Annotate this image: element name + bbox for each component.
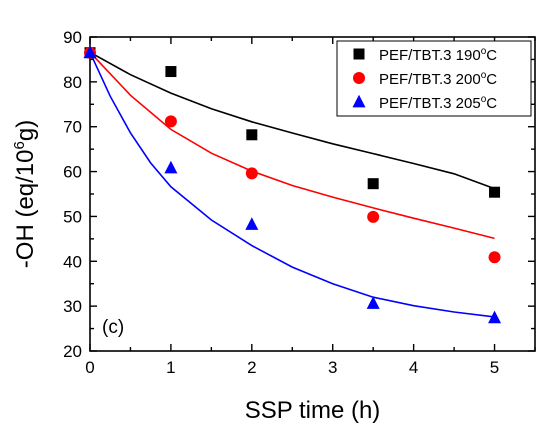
legend-label-190-end: C — [486, 47, 497, 64]
data-point-square — [367, 178, 379, 190]
data-point-triangle — [245, 217, 259, 230]
y-tick-label: 30 — [63, 297, 82, 316]
y-axis-label: -OH (eq/106g) — [11, 120, 39, 268]
legend-label-205-end: C — [486, 95, 497, 112]
data-point-circle — [245, 167, 258, 180]
legend-label-200-sup: o — [481, 70, 487, 81]
y-tick-label: 70 — [63, 118, 82, 137]
data-point-triangle — [366, 296, 380, 309]
x-tick-label: 2 — [247, 358, 256, 377]
data-point-triangle — [164, 160, 178, 174]
data-points — [83, 45, 502, 324]
legend-marker-square — [353, 48, 365, 60]
legend-label-205-main: PEF/TBT.3 205 — [379, 95, 481, 112]
legend-item-200: PEF/TBT.3 200oC — [353, 70, 497, 88]
y-axis-label-end: g) — [12, 120, 39, 141]
x-tick-label: 4 — [409, 358, 418, 377]
fit-curves — [89, 51, 495, 318]
fit-line-circle — [89, 51, 495, 240]
legend-label-205-sup: o — [481, 94, 487, 105]
data-point-circle — [164, 115, 177, 128]
x-tick-label: 3 — [328, 358, 337, 377]
legend-label-205: PEF/TBT.3 205oC — [379, 94, 497, 112]
x-tick-label: 5 — [490, 358, 499, 377]
fit-line-triangle — [89, 51, 495, 318]
y-tick-label: 40 — [63, 252, 82, 271]
y-tick-label: 50 — [63, 207, 82, 226]
y-axis-label-main: -OH (eq/10 — [12, 149, 39, 268]
plot-area: 0 1 2 3 4 5 20 30 40 50 60 70 80 90 — [63, 28, 536, 377]
legend-label-200: PEF/TBT.3 200oC — [379, 70, 497, 88]
data-point-triangle — [83, 45, 97, 59]
legend-marker-triangle — [352, 94, 366, 108]
legend-item-190: PEF/TBT.3 190oC — [353, 46, 497, 64]
data-point-circle — [367, 210, 380, 223]
legend-marker-circle — [353, 72, 365, 84]
legend-item-205: PEF/TBT.3 205oC — [352, 94, 497, 112]
legend-box — [336, 40, 532, 117]
legend: PEF/TBT.3 190oC PEF/TBT.3 200oC PEF/TBT.… — [336, 40, 532, 117]
x-axis-label: SSP time (h) — [245, 397, 381, 424]
legend-symbol-square — [353, 48, 365, 60]
y-tick-label: 80 — [63, 73, 82, 92]
axis-ticks: 0 1 2 3 4 5 20 30 40 50 60 70 80 90 — [63, 28, 536, 377]
data-point-square — [489, 186, 501, 198]
data-point-square — [246, 129, 258, 141]
legend-label-200-main: PEF/TBT.3 200 — [379, 71, 481, 88]
fit-line-square — [89, 51, 495, 190]
legend-label-200-end: C — [486, 71, 497, 88]
legend-label-190-sup: o — [481, 46, 487, 57]
x-tick-label: 0 — [85, 358, 94, 377]
data-point-circle — [488, 251, 501, 264]
y-tick-label: 60 — [63, 163, 82, 182]
legend-symbol-triangle — [352, 94, 366, 108]
legend-label-190: PEF/TBT.3 190oC — [379, 46, 497, 64]
data-point-square — [165, 66, 177, 78]
x-tick-label: 1 — [166, 358, 175, 377]
legend-symbol-circle — [353, 72, 365, 84]
legend-label-190-main: PEF/TBT.3 190 — [379, 47, 481, 64]
y-axis-label-sup: 6 — [11, 141, 28, 149]
y-tick-label: 90 — [63, 28, 82, 47]
data-point-triangle — [488, 310, 502, 324]
y-tick-label: 20 — [63, 342, 82, 361]
panel-label: (c) — [102, 317, 124, 338]
